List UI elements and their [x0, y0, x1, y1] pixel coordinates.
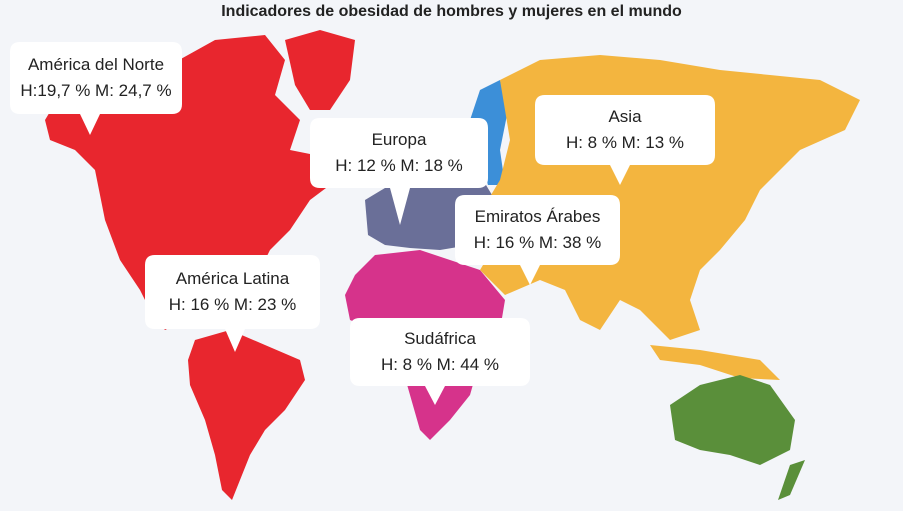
callout-box	[145, 255, 320, 352]
region-name: América Latina	[175, 269, 290, 288]
callout: Emiratos Árabes H: 16 % M: 38 %	[455, 204, 620, 256]
region-stats: H: 16 % M: 23 %	[168, 295, 297, 314]
callout: Sudáfrica H: 8 % M: 44 %	[350, 326, 530, 378]
south-america	[188, 330, 305, 500]
region-name: Emiratos Árabes	[474, 207, 601, 226]
callout-box	[310, 118, 488, 225]
callout-box	[350, 318, 530, 405]
region-name: Sudáfrica	[404, 329, 476, 348]
region-stats: H: 8 % M: 44 %	[380, 355, 500, 374]
region-stats: H: 12 % M: 18 %	[335, 156, 463, 175]
map-title: Indicadores de obesidad de hombres y muj…	[221, 3, 682, 20]
callout: América del Norte H:19,7 % M: 24,7 %	[10, 52, 182, 104]
new-zealand	[778, 460, 805, 500]
callout: Asia H: 8 % M: 13 %	[535, 104, 715, 156]
region-stats: H: 8 % M: 13 %	[565, 133, 685, 152]
scandinavia	[470, 80, 508, 185]
greenland	[285, 30, 355, 110]
callout-box	[535, 95, 715, 185]
region-name: Asia	[608, 107, 642, 126]
callout-box	[455, 195, 620, 285]
region-name: Europa	[371, 130, 427, 149]
region-stats: H: 16 % M: 38 %	[473, 233, 602, 252]
region-stats: H:19,7 % M: 24,7 %	[20, 81, 172, 100]
indonesia	[650, 345, 780, 380]
region-name: América del Norte	[27, 55, 165, 74]
callout: Europa H: 12 % M: 18 %	[310, 127, 488, 179]
callout: América Latina H: 16 % M: 23 %	[145, 266, 320, 318]
callouts	[10, 42, 715, 405]
australia	[670, 375, 795, 465]
callout-box	[10, 42, 182, 135]
